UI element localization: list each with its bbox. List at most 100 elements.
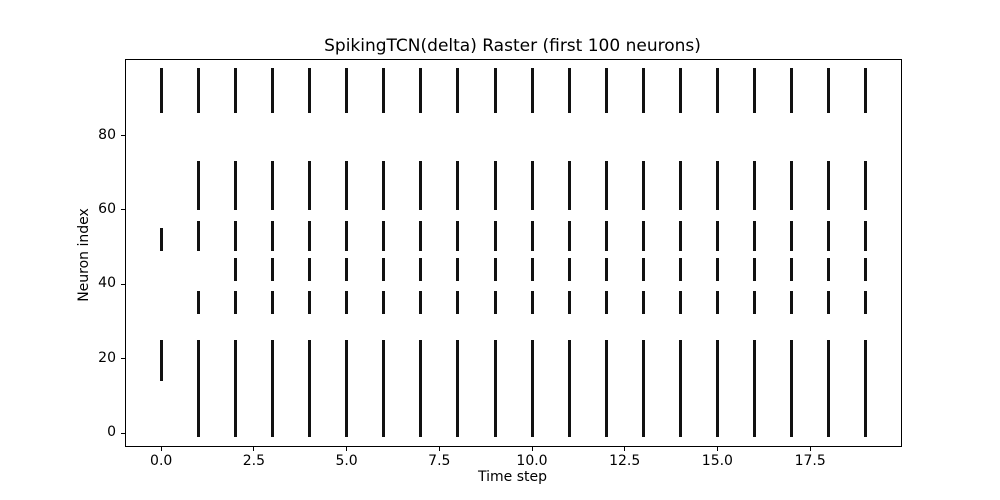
spike-band [641, 68, 645, 114]
spike-band [196, 339, 200, 437]
spike-band [604, 68, 608, 114]
spike-band [864, 220, 868, 251]
spike-band [678, 339, 682, 437]
spike-band [345, 161, 349, 211]
spike-band [641, 291, 645, 315]
spike-band [493, 257, 497, 281]
x-tick-label: 5.0 [335, 453, 358, 469]
spike-band [233, 291, 237, 315]
spike-band [233, 161, 237, 211]
spike-band [419, 339, 423, 437]
x-tick-mark [531, 447, 533, 451]
spike-band [493, 291, 497, 315]
spike-band [271, 220, 274, 251]
spike-band [456, 339, 460, 437]
x-tick-mark [160, 447, 162, 451]
spike-band [753, 68, 756, 114]
spike-band [345, 339, 349, 437]
spike-band [419, 291, 423, 315]
spike-band [567, 257, 571, 281]
spike-band [493, 220, 497, 251]
spike-band [382, 339, 386, 437]
spike-band [753, 161, 756, 211]
spike-band [456, 68, 460, 114]
spike-band [308, 220, 312, 251]
spike-band [159, 339, 163, 382]
spike-band [715, 220, 719, 251]
spike-band [196, 220, 200, 251]
spike-band [678, 68, 682, 114]
spike-band [382, 220, 386, 251]
spike-band [827, 220, 831, 251]
spike-band [567, 291, 571, 315]
spike-band [345, 68, 349, 114]
x-tick-label: 7.5 [428, 453, 451, 469]
y-tick-mark [121, 358, 125, 360]
spike-band [604, 339, 608, 437]
x-tick-label: 10.0 [516, 453, 548, 469]
spike-band [753, 257, 756, 281]
spike-band [419, 220, 423, 251]
spike-band [382, 161, 386, 211]
spike-band [271, 291, 274, 315]
y-tick-mark [121, 432, 125, 434]
spike-band [456, 161, 460, 211]
spike-band [493, 161, 497, 211]
spike-band [790, 339, 794, 437]
spike-band [530, 161, 534, 211]
spike-band [790, 220, 794, 251]
spike-band [456, 291, 460, 315]
spike-band [382, 257, 386, 281]
spike-band [196, 161, 200, 211]
spike-band [419, 68, 423, 114]
spike-band [196, 291, 200, 315]
spike-band [641, 339, 645, 437]
spike-band [715, 68, 719, 114]
spike-band [827, 291, 831, 315]
spike-band [567, 339, 571, 437]
spike-band [864, 68, 868, 114]
spike-band [233, 257, 237, 281]
spike-band [827, 161, 831, 211]
spike-band [790, 161, 794, 211]
spike-band [308, 68, 312, 114]
spike-band [530, 68, 534, 114]
spike-band [530, 220, 534, 251]
x-tick-label: 17.5 [794, 453, 826, 469]
spike-band [382, 291, 386, 315]
x-tick-mark [624, 447, 626, 451]
spike-band [567, 68, 571, 114]
spike-band [308, 291, 312, 315]
spike-band [271, 257, 274, 281]
spike-band [308, 339, 312, 437]
spike-band [715, 257, 719, 281]
y-tick-mark [121, 135, 125, 136]
spike-band [159, 228, 163, 252]
x-tick-mark [438, 447, 440, 451]
spike-band [493, 68, 497, 114]
plot-area: 0.0 2.5 5.0 7.5 10.0 12.5 15.0 17.5 0 20 40 60 80 [98, 59, 902, 469]
spike-band [456, 220, 460, 251]
x-tick-label: 0.0 [150, 453, 173, 469]
spike-band [530, 257, 534, 281]
spike-band [790, 257, 794, 281]
spike-band [678, 257, 682, 281]
spike-band [567, 161, 571, 211]
spike-band [271, 161, 274, 211]
spike-band [345, 220, 349, 251]
spike-band [715, 161, 719, 211]
spike-band [678, 220, 682, 251]
y-tick-label: 80 [98, 126, 116, 143]
spike-band [753, 220, 756, 251]
y-axis-label: Neuron index [76, 208, 92, 302]
y-tick-mark [121, 209, 125, 211]
spike-band [419, 257, 423, 281]
spike-band [345, 257, 349, 281]
x-tick-mark [346, 447, 348, 451]
spike-band [567, 220, 571, 251]
spike-band [864, 291, 868, 315]
x-tick-label: 15.0 [701, 453, 733, 469]
x-tick-mark [716, 447, 718, 451]
spike-band [419, 161, 423, 211]
